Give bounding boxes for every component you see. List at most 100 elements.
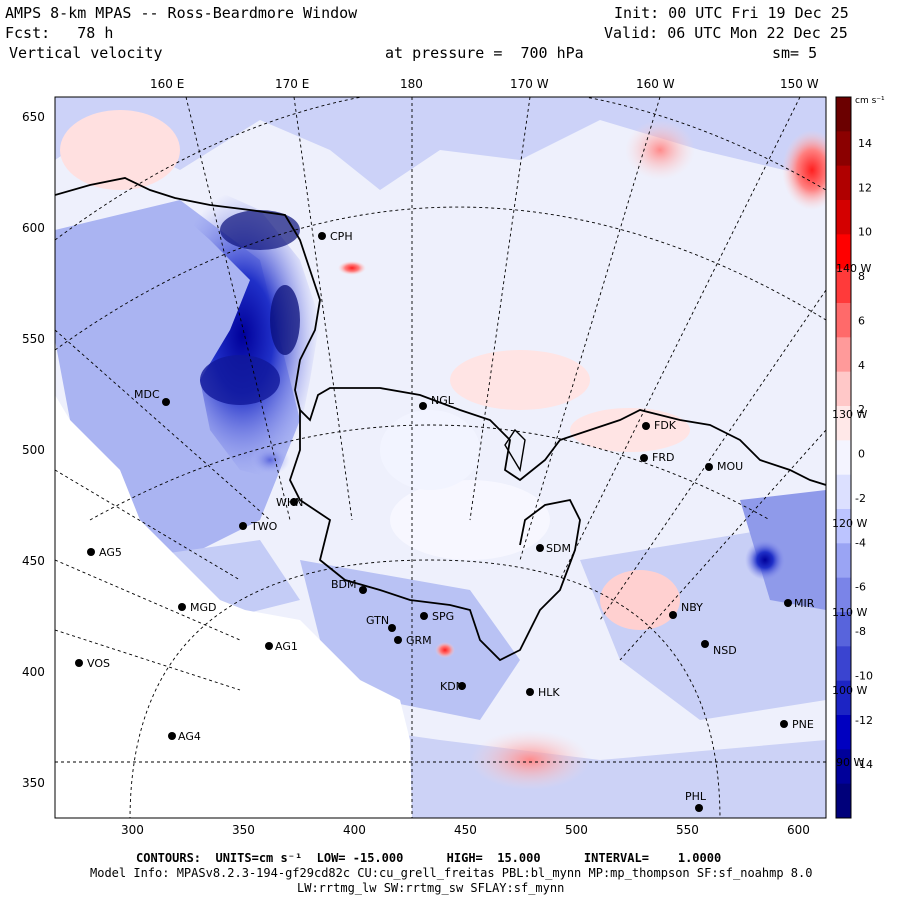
- station-label: PNE: [792, 718, 814, 731]
- colorbar-tick-label: 4: [858, 359, 865, 372]
- map-title: AMPS 8-km MPAS -- Ross-Beardmore Window: [5, 4, 358, 22]
- lon-label-top: 170 W: [510, 77, 549, 91]
- contour-info: CONTOURS: UNITS=cm s⁻¹ LOW= -15.000 HIGH…: [136, 851, 722, 865]
- colorbar-units: cm s⁻¹: [855, 96, 885, 106]
- strong-descent-core: [270, 285, 300, 355]
- colorbar-bin: [836, 577, 851, 613]
- strong-descent-zone: [165, 190, 320, 480]
- x-tick-label: 550: [676, 823, 699, 837]
- station-marker: [162, 398, 170, 406]
- colorbar-bin: [836, 200, 851, 235]
- colorbar-bin: [836, 612, 851, 647]
- colorbar-bin: [836, 509, 851, 544]
- colorbar-bin: [836, 165, 851, 201]
- station-label: AG5: [99, 546, 122, 559]
- no-data-region: [55, 395, 412, 818]
- station-marker: [178, 603, 186, 611]
- colorbar-labels: 14 12 10 8 6 4 2 0 -2 -4 -6 -8 -10 -12 -14: [855, 137, 873, 771]
- descent-region-marie-byrd: [740, 490, 826, 610]
- station-label: PHL: [685, 790, 707, 803]
- lon-label-top: 170 E: [275, 77, 310, 91]
- colorbar-tick-label: 12: [858, 181, 872, 194]
- lon-label-right: 100 W: [832, 684, 867, 697]
- station-label: NGL: [431, 394, 455, 407]
- station-marker: [87, 548, 95, 556]
- ascent-cell: [435, 642, 455, 658]
- colorbar-bin: [836, 543, 851, 579]
- roosevelt-island: [504, 428, 526, 472]
- field-name: Vertical velocity: [9, 44, 163, 62]
- station-label: CPH: [330, 230, 353, 243]
- y-tick-label: 650: [22, 110, 45, 124]
- lon-labels-right: 140 W 130 W 120 W 110 W 100 W 90 W: [832, 262, 871, 769]
- station-marker: [458, 682, 466, 690]
- colorbar-bin: [836, 715, 851, 750]
- station-label: AG4: [178, 730, 201, 743]
- ascent-patch: [470, 730, 590, 790]
- lon-label-top: 150 W: [780, 77, 819, 91]
- descent-core: [250, 445, 290, 475]
- station-marker: [642, 422, 650, 430]
- y-tick-label: 350: [22, 776, 45, 790]
- plot-frame: [54, 96, 827, 819]
- station-marker: [290, 498, 298, 506]
- colorbar-tick-label: -8: [855, 625, 866, 638]
- lon-label-right: 130 W: [832, 408, 867, 421]
- colorbar-bin: [836, 303, 851, 338]
- colorbar-tick-label: -10: [855, 669, 873, 682]
- colorbar-bin: [836, 234, 851, 270]
- station-label: MIR: [794, 597, 815, 610]
- colorbar-bin: [836, 337, 851, 373]
- x-tick-label: 350: [232, 823, 255, 837]
- colorbar-tick-label: -14: [855, 758, 873, 771]
- colorbar-tick-label: 0: [858, 448, 865, 461]
- ascent-patch: [450, 350, 590, 410]
- colorbar-bin: [836, 680, 851, 716]
- ice-shelf-edge: [289, 410, 581, 662]
- colorbar-bin: [836, 406, 851, 441]
- colorbar-bin: [836, 268, 851, 304]
- colorbar-bin: [836, 646, 851, 682]
- station-marker: [536, 544, 544, 552]
- station-label: NSD: [713, 644, 737, 657]
- descent-band-north: [55, 97, 826, 190]
- colorbar-bin: [836, 371, 851, 407]
- x-tick-label: 600: [787, 823, 810, 837]
- station-label: HLK: [538, 686, 560, 699]
- lon-label-right: 120 W: [832, 517, 867, 530]
- station-marker: [784, 599, 792, 607]
- lon-label-right: 90 W: [836, 756, 864, 769]
- x-tick-label: 500: [565, 823, 588, 837]
- physics-info: LW:rrtmg_lw SW:rrtmg_sw SFLAY:sf_mynn: [297, 881, 565, 895]
- station-label: SDM: [546, 542, 571, 555]
- colorbar-bin: [836, 749, 851, 785]
- station-label: FDK: [654, 419, 677, 432]
- x-tick-label: 300: [121, 823, 144, 837]
- map-field: [55, 97, 826, 818]
- y-tick-label: 450: [22, 554, 45, 568]
- station-label: KDN: [440, 680, 464, 693]
- station-marker: [388, 624, 396, 632]
- station-marker: [168, 732, 176, 740]
- colorbar-bin: [836, 474, 851, 510]
- station-marker: [394, 636, 402, 644]
- station-marker: [695, 804, 703, 812]
- colorbar-tick-label: 6: [858, 314, 865, 327]
- station-marker: [705, 463, 713, 471]
- colorbar-tick-label: -2: [855, 492, 866, 505]
- colorbar-tick-label: -6: [855, 581, 866, 594]
- station-marker: [239, 522, 247, 530]
- station-marker: [526, 688, 534, 696]
- lon-label-top: 180: [400, 77, 423, 91]
- colorbar-tick-label: -12: [855, 714, 873, 727]
- colorbar-tick-label: 14: [858, 137, 872, 150]
- colorbar-frame: [835, 96, 852, 819]
- y-tick-label: 400: [22, 665, 45, 679]
- station-label: SPG: [432, 610, 454, 623]
- valid-time: Valid: 06 UTC Mon 22 Dec 25: [604, 24, 848, 42]
- station-marker: [419, 402, 427, 410]
- ascent-patch: [570, 408, 690, 452]
- colorbar-tick-label: 2: [858, 403, 865, 416]
- strong-descent-core: [220, 210, 300, 250]
